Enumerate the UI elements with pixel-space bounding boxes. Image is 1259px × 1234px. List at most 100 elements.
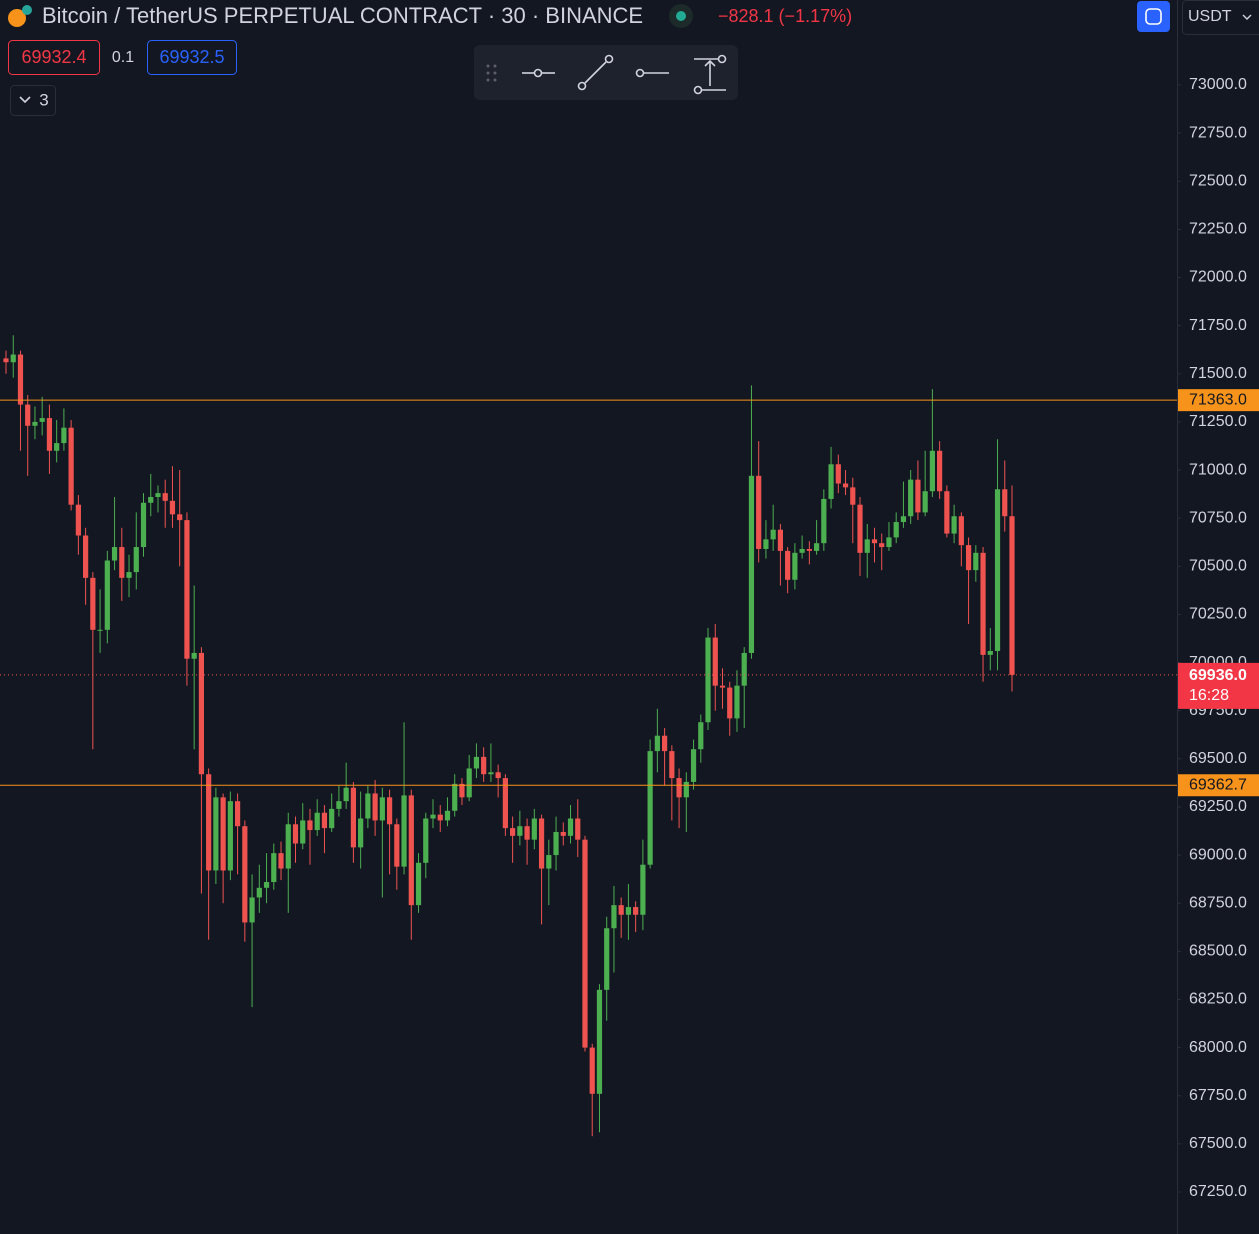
candle-body (263, 882, 270, 888)
candle-body (234, 801, 241, 827)
candle-body (705, 637, 711, 723)
y-tick-label: 69000.0 (1189, 846, 1247, 863)
candle-body (951, 516, 957, 534)
tool-horizontal-ray[interactable] (522, 68, 555, 78)
sell-box[interactable] (8, 40, 100, 75)
candle-body (842, 483, 849, 488)
candle-body (546, 855, 552, 869)
currency[interactable]: USDT (1188, 8, 1232, 25)
candle-body (828, 464, 834, 499)
tool-ray[interactable] (635, 68, 670, 78)
candle-body (278, 853, 284, 869)
candle-body (54, 443, 60, 451)
candle-body (538, 818, 545, 869)
candle-body (39, 418, 45, 422)
price-axis: 67250.0 67500.0 67750.0 68000.0 68250.0 68500… (1177, 76, 1247, 1200)
candle-body (213, 797, 219, 871)
y-tick-label: 70500.0 (1189, 558, 1247, 575)
sync-button[interactable] (1137, 1, 1170, 32)
spread: 0.1 (112, 49, 134, 66)
candle-body (560, 831, 566, 836)
candle-body (1002, 489, 1008, 517)
candle-body (459, 783, 465, 798)
price-change: −828.1 (−1.17%) (718, 6, 852, 26)
candle-body (111, 547, 118, 561)
candle-body (871, 539, 878, 544)
candle-body (640, 864, 646, 915)
candle-body (763, 539, 769, 549)
plot-area (3, 335, 1015, 1137)
bid-price[interactable]: 69932.4 (21, 47, 86, 67)
candle-body (994, 489, 1001, 652)
candle-body (886, 537, 892, 548)
candle-body (227, 801, 233, 871)
candle-body (249, 897, 255, 923)
candle-body (698, 722, 704, 750)
drag-handle (486, 64, 497, 82)
candle-body (140, 502, 147, 548)
candle-body (104, 560, 110, 630)
last-price-label: 69936.0 (1189, 667, 1247, 684)
overlay: 71363.0 69362.7 69936.0 16:28 (0, 389, 1259, 797)
candle-body (864, 539, 870, 553)
y-tick-label: 68750.0 (1189, 894, 1247, 911)
y-tick-label: 70250.0 (1189, 606, 1247, 623)
sync-icon (1145, 8, 1162, 25)
candle-body (908, 479, 914, 517)
indicator-count[interactable]: 3 (39, 90, 48, 109)
candle-body (502, 778, 508, 829)
candle-body (929, 450, 935, 492)
candle-body (242, 826, 248, 923)
y-tick-label: 71000.0 (1189, 461, 1247, 478)
indicators-toggle[interactable] (10, 85, 56, 116)
candle-body (495, 772, 501, 779)
candle-body (481, 756, 487, 775)
candle-body (618, 905, 624, 915)
candle-body (510, 828, 516, 836)
candle-body (430, 814, 436, 819)
candle-body (604, 928, 610, 990)
candle-body (676, 778, 682, 798)
candle-body (937, 450, 943, 492)
ask-price[interactable]: 69932.5 (159, 47, 224, 67)
candle-body (473, 756, 480, 769)
candle-body (625, 907, 632, 915)
candle-body (46, 418, 53, 451)
price-line-label: 69362.7 (1189, 776, 1247, 793)
y-tick-label: 68000.0 (1189, 1039, 1247, 1056)
candle-body (191, 652, 197, 659)
candle-body (206, 774, 212, 871)
candle-body (133, 547, 139, 573)
y-tick-label: 70750.0 (1189, 509, 1247, 526)
candle-body (821, 498, 827, 544)
y-tick-label: 73000.0 (1189, 76, 1247, 93)
candle-body (394, 824, 400, 867)
candle-body (770, 529, 776, 540)
currency-chevron (1242, 14, 1252, 20)
candle-body (944, 491, 950, 534)
toolbar (474, 45, 738, 100)
currency-select[interactable] (1182, 0, 1259, 35)
buy-box[interactable] (147, 40, 237, 75)
candle-body (10, 354, 16, 363)
candle-body (683, 781, 689, 798)
candle-body (690, 749, 697, 782)
coin-badge (22, 5, 32, 15)
tool-trend-line[interactable] (577, 54, 614, 91)
symbol-title[interactable]: Bitcoin / TetherUS PERPETUAL CONTRACT · … (42, 3, 643, 28)
chevron (19, 96, 31, 104)
candle-body (727, 687, 733, 719)
candle-body (524, 826, 530, 840)
candle-body (314, 812, 320, 831)
candle-body (350, 787, 356, 848)
candle-body (386, 797, 393, 825)
tool-measure[interactable] (693, 54, 727, 95)
candle-body (3, 358, 9, 363)
price-line-label: 71363.0 (1189, 391, 1247, 408)
candle-body (285, 824, 291, 869)
candle-body (980, 552, 986, 655)
candle-body (336, 801, 342, 809)
candle-body (553, 831, 559, 856)
candle-body (155, 493, 161, 497)
candle-body (90, 577, 96, 630)
